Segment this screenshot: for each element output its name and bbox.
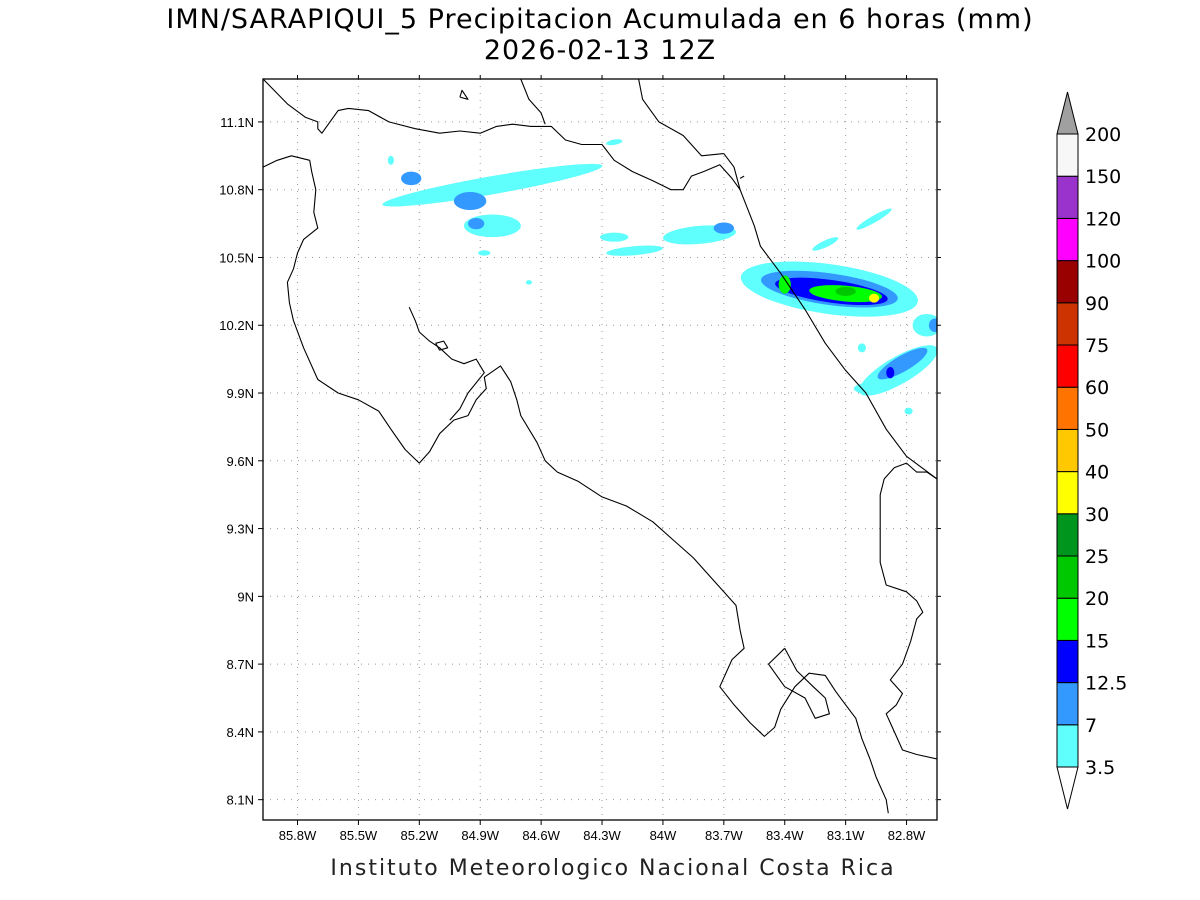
colorbar-swatch-14 — [1056, 133, 1079, 177]
lon-tick-label: 82.8W — [888, 828, 926, 843]
coastline-3 — [408, 306, 420, 333]
coastline-2 — [418, 331, 485, 421]
precipitation-fields — [382, 139, 937, 415]
coastline-1 — [767, 647, 830, 719]
colorbar-label: 60 — [1085, 377, 1109, 399]
grid-lines — [263, 79, 937, 820]
coastline-11 — [879, 462, 937, 760]
lon-tick-label: 83.1W — [827, 828, 865, 843]
precip-area-0 — [382, 163, 603, 207]
precip-area-12 — [713, 222, 734, 234]
coastline-9 — [723, 153, 937, 480]
footer-credit: Instituto Meteorologico Nacional Costa R… — [330, 856, 896, 881]
colorbar-swatch-6 — [1056, 471, 1079, 515]
precip-area-29 — [857, 343, 866, 353]
precip-area-27 — [928, 318, 937, 333]
colorbar-swatch-2 — [1056, 639, 1079, 684]
lat-tick-label: 9.3N — [227, 522, 254, 537]
colorbar-swatch-8 — [1056, 386, 1079, 430]
lon-tick-label: 85.8W — [279, 828, 317, 843]
lon-tick-label: 83.7W — [705, 828, 743, 843]
lon-tick-label: 84W — [650, 828, 677, 843]
colorbar-swatch-12 — [1056, 217, 1079, 262]
colorbar-label: 90 — [1085, 293, 1109, 315]
colorbar-label: 150 — [1085, 166, 1121, 188]
colorbar-label: 50 — [1085, 419, 1109, 441]
title-line-1: IMN/SARAPIQUI_5 Precipitacion Acumulada … — [166, 4, 1034, 35]
colorbar-swatch-1 — [1056, 682, 1079, 726]
lat-tick-label: 9N — [237, 589, 254, 604]
lat-tick-label: 10.2N — [219, 318, 254, 333]
coastline-8 — [638, 79, 724, 157]
colorbar-swatch-13 — [1056, 175, 1079, 219]
lon-tick-label: 83.4W — [766, 828, 804, 843]
lon-tick-label: 84.9W — [461, 828, 499, 843]
precip-area-8 — [525, 280, 532, 285]
coastlines — [263, 79, 937, 814]
colorbar: 3.5 7 12.5 15 20 25 30 40 50 60 75 90 100 120 150 200 — [1056, 91, 1127, 810]
precip-area-5 — [387, 155, 394, 165]
title-line-2: 2026-02-13 12Z — [483, 35, 717, 66]
colorbar-label: 7 — [1085, 715, 1097, 737]
colorbar-label: 40 — [1085, 462, 1109, 484]
coastline-6 — [263, 79, 741, 191]
precip-area-25 — [853, 382, 887, 395]
colorbar-label: 12.5 — [1085, 673, 1127, 695]
precip-area-2 — [453, 191, 487, 211]
colorbar-label: 100 — [1085, 251, 1121, 273]
coastline-0 — [263, 155, 889, 814]
lon-tick-label: 85.5W — [340, 828, 378, 843]
colorbar-swatch-0 — [1056, 724, 1079, 768]
precip-area-6 — [606, 139, 623, 146]
precip-area-24 — [886, 367, 895, 379]
coastline-7 — [520, 79, 546, 125]
precip-area-7 — [478, 250, 491, 256]
colorbar-label: 15 — [1085, 630, 1109, 652]
precip-area-3 — [468, 217, 485, 230]
lat-tick-label: 10.8N — [219, 183, 254, 198]
colorbar-swatch-3 — [1056, 597, 1079, 641]
lat-tick-label: 9.6N — [227, 454, 254, 469]
lat-tick-label: 8.1N — [227, 793, 254, 808]
precip-area-18 — [868, 293, 880, 303]
colorbar-swatch-7 — [1056, 428, 1079, 473]
precip-area-4 — [401, 171, 422, 186]
colorbar-label: 200 — [1085, 124, 1121, 146]
precip-area-11 — [600, 232, 629, 242]
colorbar-label: 25 — [1085, 546, 1109, 568]
colorbar-arrow-high — [1056, 91, 1079, 135]
lat-tick-label: 8.7N — [227, 657, 254, 672]
colorbar-label: 30 — [1085, 504, 1109, 526]
axes: 85.8W 85.5W 85.2W 84.9W 84.6W 84.3W 84W 83.7W 83… — [219, 75, 941, 843]
precip-area-28 — [904, 407, 913, 415]
coastline-5 — [459, 89, 469, 100]
lat-tick-label: 10.5N — [219, 250, 254, 265]
colorbar-label: 120 — [1085, 208, 1121, 230]
colorbar-swatch-11 — [1056, 260, 1079, 304]
plot-frame — [262, 78, 938, 821]
lon-tick-label: 84.6W — [522, 828, 560, 843]
precip-area-17 — [778, 275, 791, 294]
precip-area-19 — [835, 286, 856, 296]
precip-area-21 — [856, 208, 892, 230]
colorbar-arrow-low — [1056, 766, 1079, 810]
lat-tick-label: 8.4N — [227, 725, 254, 740]
lon-tick-label: 84.3W — [583, 828, 621, 843]
lat-tick-label: 11.1N — [220, 115, 254, 130]
colorbar-swatch-5 — [1056, 513, 1079, 557]
lat-tick-label: 9.9N — [227, 386, 254, 401]
colorbar-swatch-4 — [1056, 555, 1079, 599]
coastline-10 — [739, 175, 745, 179]
colorbar-swatch-10 — [1056, 302, 1079, 346]
precip-area-10 — [606, 245, 663, 256]
colorbar-label: 20 — [1085, 588, 1109, 610]
precip-area-26 — [912, 313, 937, 337]
coastline-4 — [435, 340, 449, 351]
colorbar-label: 75 — [1085, 335, 1109, 357]
lon-tick-label: 85.2W — [401, 828, 439, 843]
colorbar-swatch-9 — [1056, 344, 1079, 388]
colorbar-label: 3.5 — [1085, 757, 1115, 779]
precip-area-20 — [812, 237, 839, 251]
